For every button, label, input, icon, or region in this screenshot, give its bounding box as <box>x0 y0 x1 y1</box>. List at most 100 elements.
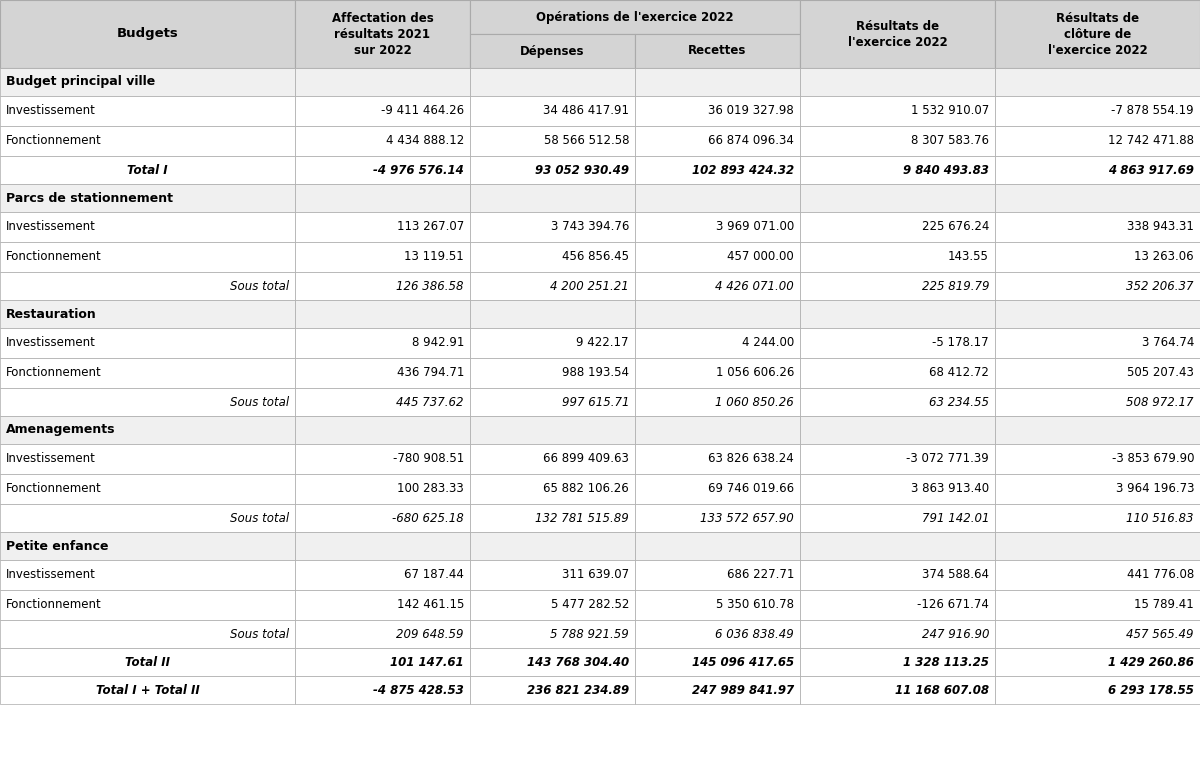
Bar <box>800 504 995 532</box>
Text: Sous total: Sous total <box>230 512 289 525</box>
Bar <box>995 156 1200 184</box>
Text: 456 856.45: 456 856.45 <box>562 251 629 263</box>
Bar <box>295 416 470 444</box>
Bar <box>995 416 1200 444</box>
Bar <box>800 388 995 416</box>
Text: 3 969 071.00: 3 969 071.00 <box>715 221 794 234</box>
Text: 63 234.55: 63 234.55 <box>929 396 989 409</box>
Bar <box>470 648 635 676</box>
Bar <box>295 620 470 648</box>
Bar <box>995 212 1200 242</box>
Bar <box>470 156 635 184</box>
Text: 142 461.15: 142 461.15 <box>397 598 464 611</box>
Bar <box>800 620 995 648</box>
Bar <box>0 474 295 504</box>
Text: 997 615.71: 997 615.71 <box>562 396 629 409</box>
Bar <box>470 358 635 388</box>
Text: -780 908.51: -780 908.51 <box>392 453 464 465</box>
Bar <box>0 648 295 676</box>
Bar <box>635 444 800 474</box>
Text: 352 206.37: 352 206.37 <box>1127 279 1194 293</box>
Text: Sous total: Sous total <box>230 628 289 641</box>
Text: Investissement: Investissement <box>6 104 96 118</box>
Text: 505 207.43: 505 207.43 <box>1127 367 1194 379</box>
Text: 436 794.71: 436 794.71 <box>397 367 464 379</box>
Bar <box>995 126 1200 156</box>
Text: 988 193.54: 988 193.54 <box>562 367 629 379</box>
Bar <box>0 96 295 126</box>
Text: 93 052 930.49: 93 052 930.49 <box>535 163 629 176</box>
Text: 445 737.62: 445 737.62 <box>396 396 464 409</box>
Text: 5 350 610.78: 5 350 610.78 <box>716 598 794 611</box>
Bar <box>635 126 800 156</box>
Bar <box>995 242 1200 272</box>
Text: 110 516.83: 110 516.83 <box>1127 512 1194 525</box>
Text: 3 964 196.73: 3 964 196.73 <box>1116 482 1194 495</box>
Bar <box>800 242 995 272</box>
Text: 4 244.00: 4 244.00 <box>742 337 794 350</box>
Bar <box>470 242 635 272</box>
Text: 338 943.31: 338 943.31 <box>1127 221 1194 234</box>
Text: Budget principal ville: Budget principal ville <box>6 76 155 88</box>
Bar <box>800 648 995 676</box>
Text: 247 916.90: 247 916.90 <box>922 628 989 641</box>
Text: Parcs de stationnement: Parcs de stationnement <box>6 191 173 204</box>
Bar <box>470 34 635 68</box>
Bar <box>295 68 470 96</box>
Bar <box>0 620 295 648</box>
Bar <box>635 388 800 416</box>
Bar <box>295 96 470 126</box>
Text: 8 942.91: 8 942.91 <box>412 337 464 350</box>
Bar <box>635 358 800 388</box>
Bar <box>995 504 1200 532</box>
Text: 11 168 607.08: 11 168 607.08 <box>895 683 989 697</box>
Bar <box>470 590 635 620</box>
Bar <box>635 416 800 444</box>
Text: Fonctionnement: Fonctionnement <box>6 135 102 148</box>
Bar <box>295 272 470 300</box>
Text: 457 565.49: 457 565.49 <box>1127 628 1194 641</box>
Text: 3 764.74: 3 764.74 <box>1141 337 1194 350</box>
Bar <box>0 328 295 358</box>
Text: -4 875 428.53: -4 875 428.53 <box>373 683 464 697</box>
Bar <box>0 272 295 300</box>
Text: 102 893 424.32: 102 893 424.32 <box>692 163 794 176</box>
Bar <box>995 532 1200 560</box>
Text: Total II: Total II <box>125 656 170 669</box>
Text: 100 283.33: 100 283.33 <box>397 482 464 495</box>
Text: 1 328 113.25: 1 328 113.25 <box>904 656 989 669</box>
Bar <box>635 504 800 532</box>
Text: Investissement: Investissement <box>6 568 96 581</box>
Text: Amenagements: Amenagements <box>6 423 115 437</box>
Bar <box>995 0 1200 68</box>
Bar <box>470 0 800 34</box>
Bar <box>635 620 800 648</box>
Text: 66 874 096.34: 66 874 096.34 <box>708 135 794 148</box>
Bar <box>470 272 635 300</box>
Text: 34 486 417.91: 34 486 417.91 <box>542 104 629 118</box>
Bar <box>635 532 800 560</box>
Text: 225 819.79: 225 819.79 <box>922 279 989 293</box>
Bar <box>295 444 470 474</box>
Bar <box>635 212 800 242</box>
Bar <box>295 590 470 620</box>
Bar <box>470 474 635 504</box>
Bar <box>295 242 470 272</box>
Bar <box>470 96 635 126</box>
Text: -4 976 576.14: -4 976 576.14 <box>373 163 464 176</box>
Text: 66 899 409.63: 66 899 409.63 <box>544 453 629 465</box>
Text: 133 572 657.90: 133 572 657.90 <box>701 512 794 525</box>
Bar <box>800 272 995 300</box>
Text: 225 676.24: 225 676.24 <box>922 221 989 234</box>
Text: 236 821 234.89: 236 821 234.89 <box>527 683 629 697</box>
Bar <box>470 328 635 358</box>
Bar <box>0 0 295 68</box>
Text: Investissement: Investissement <box>6 453 96 465</box>
Text: Sous total: Sous total <box>230 396 289 409</box>
Bar <box>995 272 1200 300</box>
Bar <box>295 504 470 532</box>
Bar <box>470 68 635 96</box>
Text: 143.55: 143.55 <box>948 251 989 263</box>
Text: 101 147.61: 101 147.61 <box>390 656 464 669</box>
Bar <box>0 126 295 156</box>
